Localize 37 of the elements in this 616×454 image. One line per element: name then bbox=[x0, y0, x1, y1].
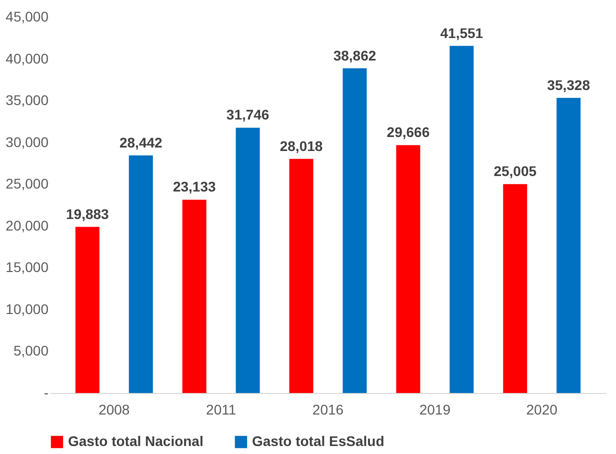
bar bbox=[556, 98, 581, 393]
data-label: 31,746 bbox=[226, 106, 270, 123]
bar bbox=[342, 68, 367, 393]
y-tick-label: 15,000 bbox=[6, 259, 49, 276]
bar bbox=[128, 155, 153, 393]
y-tick-label: 5,000 bbox=[13, 342, 49, 359]
bar bbox=[503, 184, 528, 393]
bar bbox=[75, 226, 100, 393]
data-label: 28,018 bbox=[280, 138, 323, 154]
x-tick-label: 2011 bbox=[206, 402, 236, 418]
x-tick-label: 2020 bbox=[526, 402, 558, 418]
y-tick-label: 40,000 bbox=[6, 50, 49, 66]
data-label: 29,666 bbox=[386, 124, 430, 140]
data-label: 23,133 bbox=[172, 178, 216, 195]
y-tick-label: 45,000 bbox=[6, 8, 49, 24]
data-label: 25,005 bbox=[494, 163, 537, 180]
bar bbox=[396, 145, 420, 393]
data-label: 38,862 bbox=[333, 47, 376, 64]
data-label: 41,551 bbox=[440, 24, 484, 41]
bar bbox=[182, 200, 206, 393]
x-tick-label: 2019 bbox=[419, 402, 451, 418]
bar bbox=[236, 128, 260, 393]
y-tick-label: - bbox=[44, 384, 49, 400]
y-tick-label: 30,000 bbox=[6, 134, 49, 150]
bar bbox=[289, 158, 314, 393]
y-tick-label: 20,000 bbox=[6, 217, 49, 234]
y-tick-label: 25,000 bbox=[6, 176, 49, 192]
data-label: 19,883 bbox=[66, 206, 110, 222]
y-tick-label: 10,000 bbox=[6, 300, 49, 317]
x-tick-label: 2008 bbox=[98, 402, 130, 418]
y-tick-label: 35,000 bbox=[6, 92, 49, 108]
data-label: 35,328 bbox=[547, 76, 590, 93]
legend-label: Gasto total Nacional bbox=[68, 433, 204, 449]
bar bbox=[450, 46, 474, 393]
x-tick-label: 2016 bbox=[312, 402, 344, 418]
legend-label: Gasto total EsSalud bbox=[252, 433, 384, 449]
data-label: 28,442 bbox=[119, 134, 163, 150]
